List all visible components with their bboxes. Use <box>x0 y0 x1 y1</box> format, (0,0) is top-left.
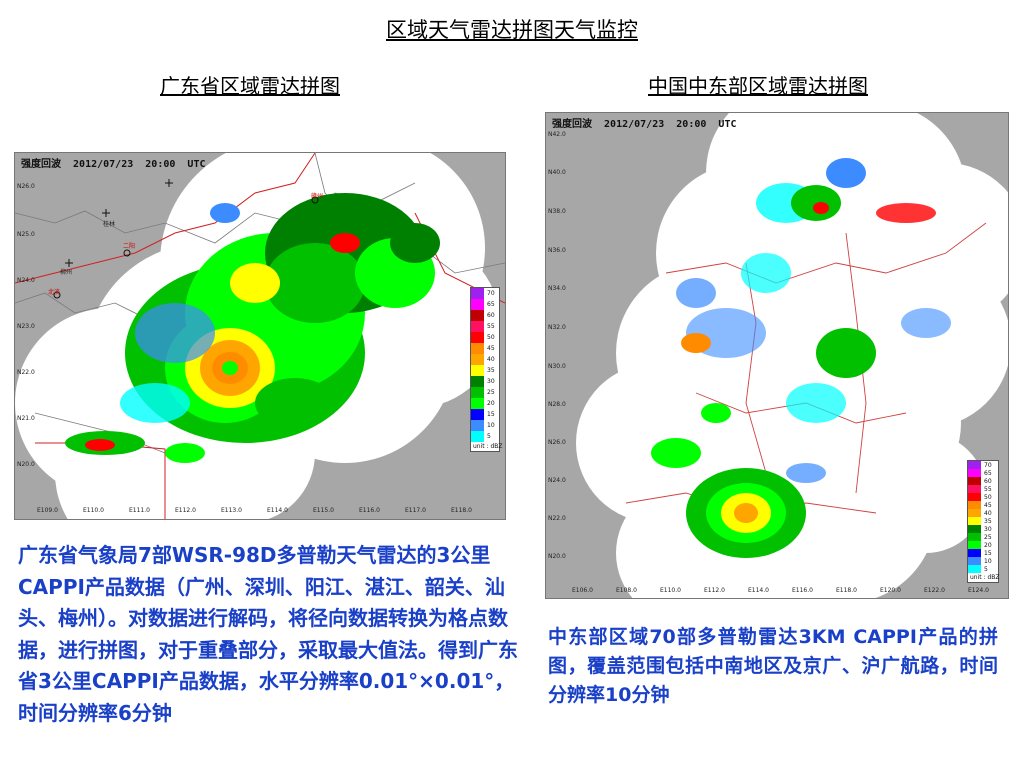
legend-swatch: 15 <box>471 409 499 420</box>
legend-swatch: 45 <box>471 343 499 354</box>
x-tick: E120.0 <box>880 587 901 594</box>
legend-swatch: 10 <box>471 420 499 431</box>
legend-swatch: 70 <box>471 288 499 299</box>
dbz-color-legend: 70 65 60 55 50 45 40 35 30 25 20 15 10 5… <box>470 287 503 452</box>
legend-swatch: 5 <box>968 565 998 573</box>
legend-swatch: 10 <box>968 557 998 565</box>
guangdong-radar-mosaic-image: 强度回波 2012/07/23 20:00 UTC 桂林 柳州 二阳 北流 赣州… <box>14 152 506 520</box>
legend-swatch: 5 <box>471 431 499 442</box>
city-label: 北流 <box>48 289 61 296</box>
x-tick: E118.0 <box>836 587 857 594</box>
y-tick: N40.0 <box>548 169 566 176</box>
y-tick: N21.0 <box>17 415 35 422</box>
central-east-china-mosaic-description: 中东部区域70部多普勒雷达3KM CAPPI产品的拼图，覆盖范围包括中南地区及京… <box>548 626 998 706</box>
x-tick: E113.0 <box>221 507 242 514</box>
guangdong-radar-echo-drawing <box>15 153 505 519</box>
map-header: 强度回波 2012/07/23 20:00 UTC <box>552 119 737 130</box>
city-label: 柳州 <box>60 269 73 276</box>
city-label: 二阳 <box>123 243 136 250</box>
legend-swatch: 35 <box>968 517 998 525</box>
legend-swatch: 65 <box>471 299 499 310</box>
x-tick: E108.0 <box>616 587 637 594</box>
guangdong-mosaic-subtitle: 广东省区域雷达拼图 <box>160 74 340 98</box>
y-tick: N26.0 <box>548 439 566 446</box>
x-tick: E118.0 <box>451 507 472 514</box>
city-label: 赣州 <box>311 193 324 200</box>
y-tick: N34.0 <box>548 285 566 292</box>
legend-swatch: 15 <box>968 549 998 557</box>
legend-swatch: 20 <box>968 541 998 549</box>
x-tick: E112.0 <box>175 507 196 514</box>
legend-swatch: 30 <box>471 376 499 387</box>
legend-swatch: 50 <box>968 493 998 501</box>
legend-swatch: 60 <box>968 477 998 485</box>
guangdong-mosaic-description: 广东省气象局7部WSR-98D多普勒天气雷达的3公里CAPPI产品数据（广州、深… <box>18 543 518 725</box>
y-tick: N22.0 <box>17 369 35 376</box>
legend-swatch: 70 <box>968 461 998 469</box>
dbz-color-legend: 70 65 60 55 50 45 40 35 30 25 20 15 10 5… <box>967 460 1000 583</box>
x-tick: E114.0 <box>748 587 769 594</box>
y-tick: N25.0 <box>17 231 35 238</box>
x-tick: E110.0 <box>83 507 104 514</box>
legend-swatch: 30 <box>968 525 998 533</box>
central-east-china-mosaic-subtitle: 中国中东部区域雷达拼图 <box>648 74 868 98</box>
legend-swatch: 20 <box>471 398 499 409</box>
city-label: 桂林 <box>103 221 116 228</box>
legend-swatch: 65 <box>968 469 998 477</box>
x-tick: E111.0 <box>129 507 150 514</box>
legend-swatch: 25 <box>968 533 998 541</box>
y-tick: N20.0 <box>548 553 566 560</box>
central-east-china-radar-echo-drawing <box>576 113 1008 598</box>
x-tick: E122.0 <box>924 587 945 594</box>
x-tick: E109.0 <box>37 507 58 514</box>
y-tick: N28.0 <box>548 401 566 408</box>
x-tick: E112.0 <box>704 587 725 594</box>
y-tick: N24.0 <box>17 277 35 284</box>
y-tick: N30.0 <box>548 363 566 370</box>
y-tick: N20.0 <box>17 461 35 468</box>
x-tick: E114.0 <box>267 507 288 514</box>
y-tick: N38.0 <box>548 208 566 215</box>
legend-unit: unit : dBZ <box>473 443 503 450</box>
legend-unit: unit : dBZ <box>970 574 1000 581</box>
legend-swatch: 40 <box>968 509 998 517</box>
map-header: 强度回波 2012/07/23 20:00 UTC <box>21 159 206 170</box>
y-tick: N42.0 <box>548 131 566 138</box>
y-tick: N24.0 <box>548 477 566 484</box>
y-tick: N22.0 <box>548 515 566 522</box>
x-tick: E110.0 <box>660 587 681 594</box>
legend-swatch: 40 <box>471 354 499 365</box>
y-tick: N36.0 <box>548 247 566 254</box>
x-tick: E116.0 <box>359 507 380 514</box>
x-tick: E116.0 <box>792 587 813 594</box>
legend-swatch: 55 <box>968 485 998 493</box>
x-tick: E117.0 <box>405 507 426 514</box>
legend-swatch: 50 <box>471 332 499 343</box>
y-tick: N23.0 <box>17 323 35 330</box>
legend-swatch: 45 <box>968 501 998 509</box>
legend-swatch: 35 <box>471 365 499 376</box>
legend-swatch: 60 <box>471 310 499 321</box>
y-tick: N26.0 <box>17 183 35 190</box>
slide-title: 区域天气雷达拼图天气监控 <box>386 18 638 42</box>
central-east-china-radar-mosaic-image: 强度回波 2012/07/23 20:00 UTC N42.0 N40.0 N3… <box>545 112 1009 599</box>
x-tick: E124.0 <box>968 587 989 594</box>
legend-swatch: 55 <box>471 321 499 332</box>
y-tick: N32.0 <box>548 324 566 331</box>
x-tick: E106.0 <box>572 587 593 594</box>
legend-swatch: 25 <box>471 387 499 398</box>
x-tick: E115.0 <box>313 507 334 514</box>
